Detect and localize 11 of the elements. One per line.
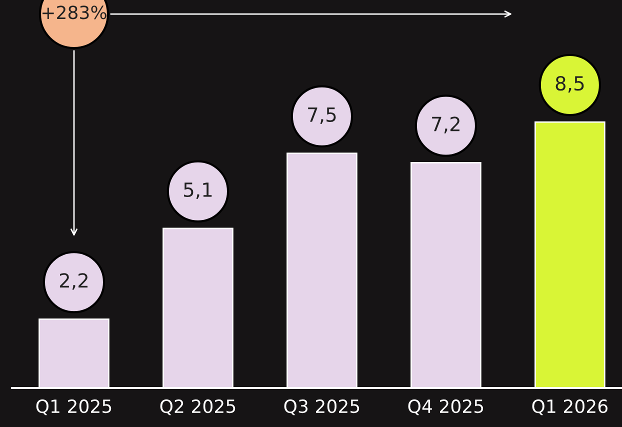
x-tick-label: Q2 2025: [160, 399, 236, 416]
x-tick-label: Q4 2025: [408, 399, 484, 416]
data-label: 7,2: [432, 116, 460, 134]
annotation: +283%: [42, 6, 106, 20]
x-tick-label: Q1 2025: [36, 399, 112, 416]
data-label: 5,1: [184, 182, 212, 200]
x-tick-label: Q3 2025: [284, 399, 360, 416]
x-tick-label: Q1 2026: [532, 399, 608, 416]
data-label: 8,5: [556, 76, 584, 93]
data-label: 2,2: [60, 273, 88, 290]
data-label: 7,5: [308, 108, 336, 124]
